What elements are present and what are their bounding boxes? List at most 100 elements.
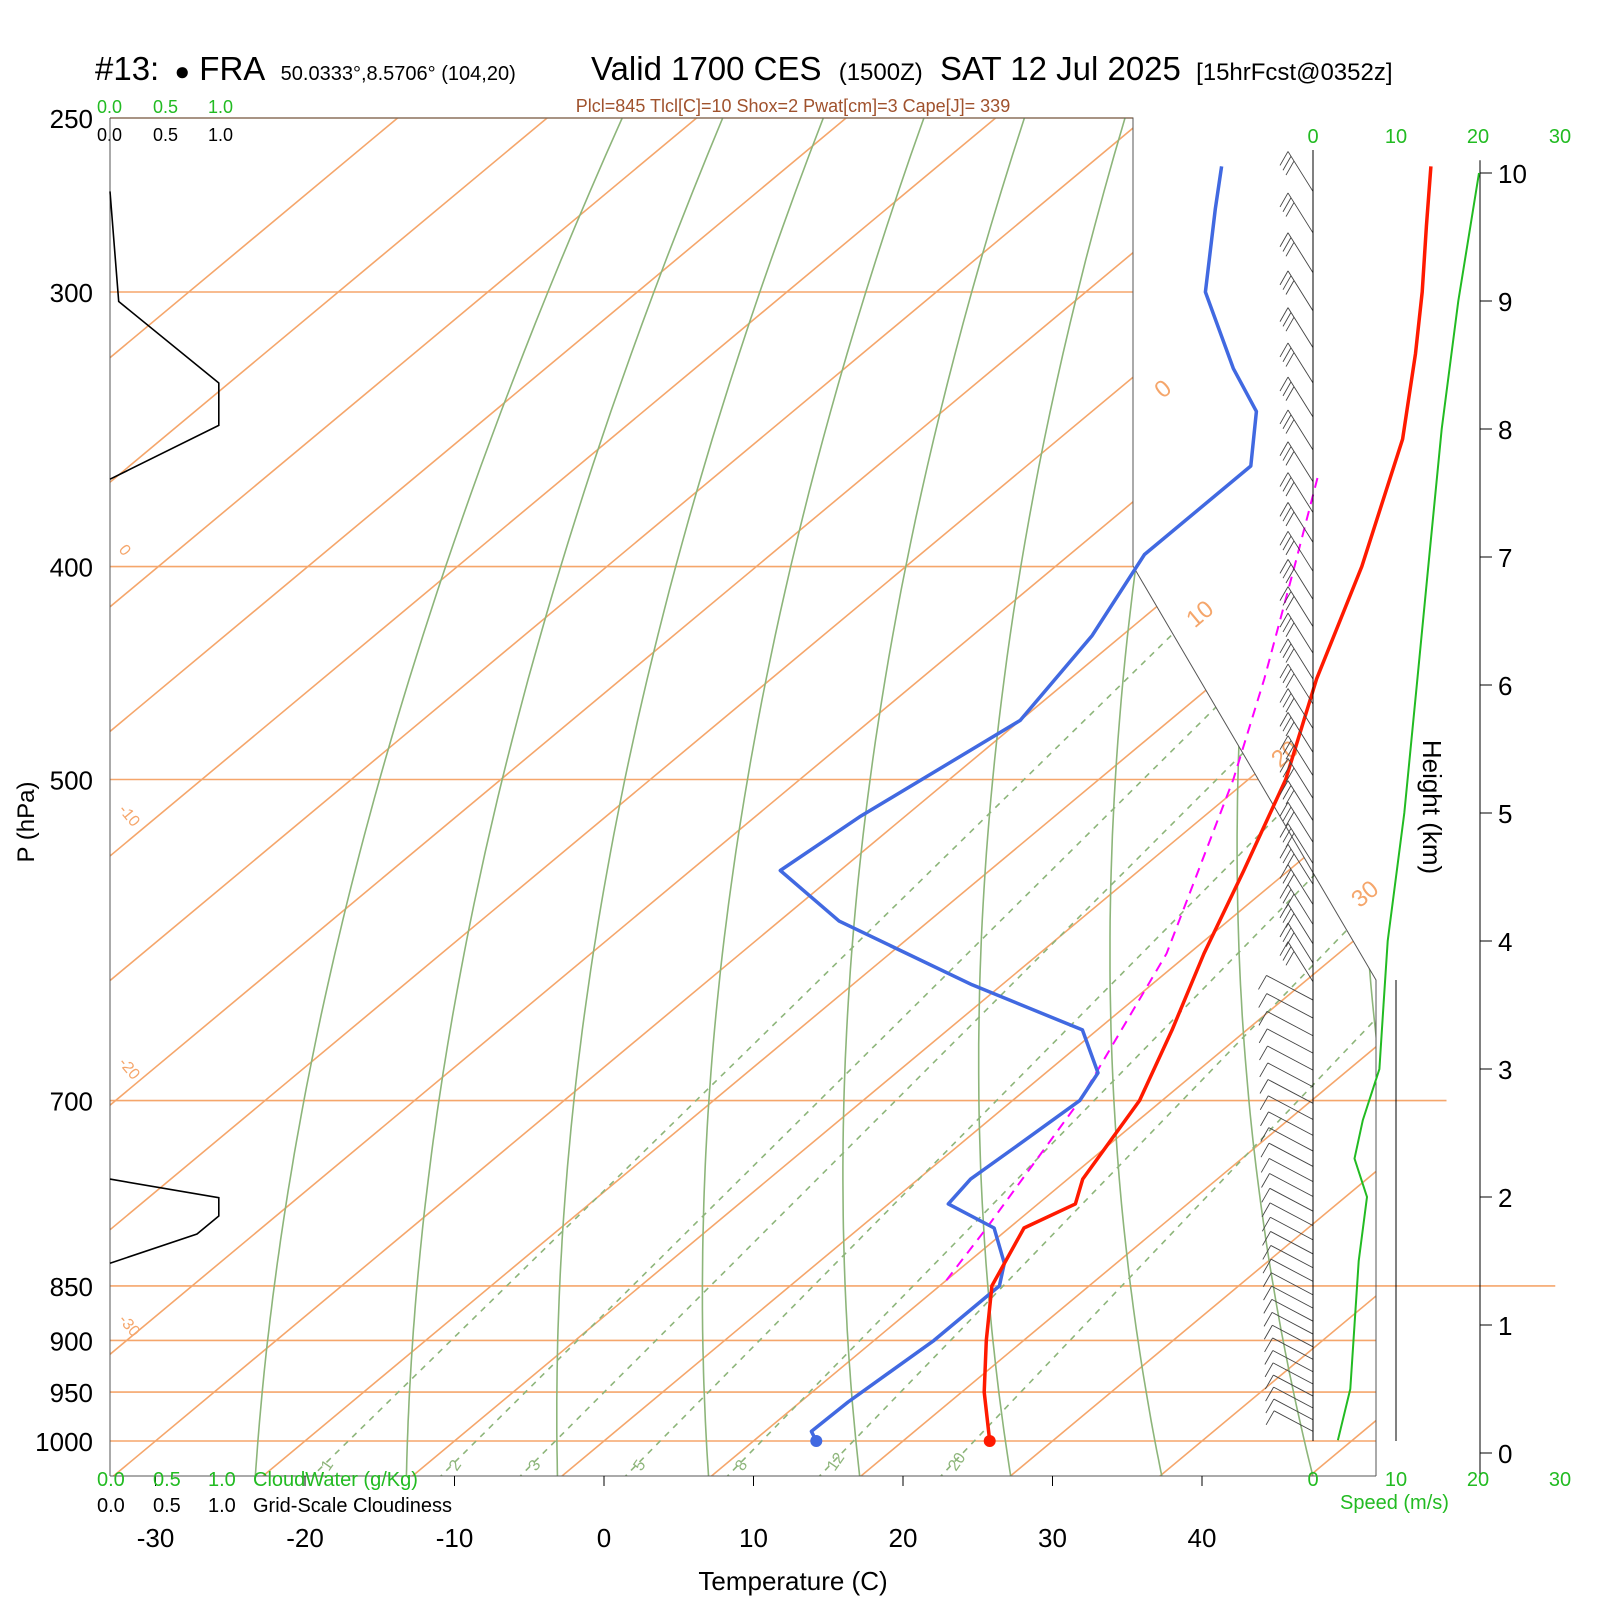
wind-barb	[1258, 975, 1314, 1001]
wind-barb	[1279, 780, 1314, 821]
wind-barb	[1261, 1187, 1314, 1212]
barb-staff	[1287, 151, 1314, 192]
wind-barb	[1259, 1095, 1314, 1120]
pressure-tick-label: 400	[50, 553, 93, 583]
pressure-tick-label: 250	[50, 104, 93, 134]
barb-staff	[1273, 1398, 1314, 1421]
barb-flag	[1282, 848, 1292, 864]
barb-staff	[1266, 1010, 1314, 1037]
barb-staff	[1266, 993, 1314, 1019]
wind-barb	[1279, 663, 1314, 705]
dry-adiabat-line	[842, 118, 1039, 1476]
y-axis-title: P (hPa)	[13, 782, 40, 863]
barb-flag	[1285, 481, 1295, 497]
barb-staff	[1287, 663, 1314, 705]
barb-flag	[1263, 1285, 1272, 1301]
barb-flag	[1285, 932, 1295, 947]
wind-barb	[1279, 502, 1314, 543]
wind-barb	[1261, 1216, 1314, 1241]
barb-staff	[1287, 941, 1314, 982]
x-axis-title: Temperature (C)	[698, 1566, 887, 1596]
wind-barb	[1265, 1398, 1314, 1421]
barb-flag	[1282, 762, 1292, 778]
wind-barb	[1260, 1158, 1314, 1182]
barb-flag	[1263, 1299, 1273, 1314]
barb-flag	[1279, 612, 1289, 628]
bottom-cl-tick: 1.0	[208, 1495, 236, 1517]
utc-label: (1500Z)	[839, 59, 923, 86]
barb-flag	[1279, 531, 1289, 546]
barb-flag	[1282, 716, 1292, 732]
mixing-ratio-line	[613, 565, 1376, 1476]
wind-barb	[1263, 1285, 1314, 1309]
barb-staff	[1287, 864, 1314, 905]
barb-staff	[1271, 1272, 1314, 1296]
dry-adiabat-line	[1359, 118, 1376, 1476]
height-tick-label: 4	[1498, 927, 1512, 957]
wind-barb	[1279, 307, 1314, 348]
pressure-tick-label: 900	[50, 1326, 93, 1356]
temperature-axis: -30 -20 -10 0 10 20 30 40	[137, 1476, 1216, 1553]
top-cw-tick: 1.0	[208, 97, 233, 117]
barb-flag	[1265, 1410, 1275, 1426]
barb-flag	[1285, 789, 1295, 805]
wind-barb	[1279, 823, 1314, 864]
barb-flag	[1260, 1127, 1270, 1142]
wind-barb	[1262, 1258, 1314, 1282]
mixing-ratio-label: 12	[824, 1450, 848, 1474]
pressure-tick-label: 500	[50, 766, 93, 796]
isotherm-line	[110, 118, 1043, 1476]
barb-staff	[1287, 342, 1314, 384]
barb-flag	[1259, 1045, 1268, 1061]
barb-flag	[1279, 922, 1289, 938]
barb-flag	[1264, 1337, 1273, 1353]
barb-flag	[1279, 376, 1289, 392]
speed-tick-bottom: 20	[1467, 1469, 1489, 1491]
wind-barb	[1279, 192, 1314, 234]
station-marker: ●	[174, 56, 190, 86]
barb-flag	[1282, 889, 1292, 904]
mixing-ratio-line	[300, 565, 1243, 1476]
barb-staff	[1270, 1258, 1314, 1282]
dry-adiabat-line	[555, 118, 840, 1476]
barb-flag	[1282, 869, 1292, 884]
temperature-tick-label: 30	[1038, 1523, 1067, 1553]
barb-staff	[1287, 922, 1314, 964]
barb-flag	[1282, 563, 1292, 579]
barb-flag	[1282, 828, 1292, 843]
barb-staff	[1287, 441, 1314, 483]
wind-barb	[1279, 232, 1314, 273]
barb-staff	[1273, 1410, 1314, 1432]
bottom-cw-tick: 0.0	[97, 1469, 125, 1491]
barb-flag	[1262, 1231, 1271, 1246]
height-tick-label: 7	[1498, 543, 1512, 573]
dry-adiabat-line	[1236, 118, 1337, 1476]
barb-staff	[1272, 1362, 1314, 1385]
wind-barb	[1279, 735, 1314, 776]
bottom-cl-tick: 0.0	[97, 1495, 125, 1517]
barb-flag	[1279, 307, 1289, 322]
mixing-ratio-line	[428, 565, 1359, 1476]
barb-staff	[1271, 1285, 1314, 1309]
cloudiness-upper	[109, 191, 220, 480]
barb-flag	[1279, 802, 1289, 817]
barb-staff	[1287, 903, 1314, 945]
wind-barb	[1258, 993, 1314, 1019]
wind-barb	[1259, 1062, 1314, 1088]
barb-flag	[1285, 767, 1295, 783]
top-cl-tick: 0.5	[153, 125, 178, 145]
barb-flag	[1285, 811, 1295, 827]
barb-flag	[1262, 1272, 1272, 1287]
barb-flag	[1285, 853, 1295, 869]
barb-flag	[1279, 688, 1289, 703]
barb-flag	[1285, 745, 1295, 760]
wind-barb	[1279, 559, 1314, 600]
isobar-lines	[110, 117, 1556, 1442]
barb-flag	[1262, 1245, 1272, 1260]
wind-barb	[1261, 1202, 1314, 1227]
barb-flag	[1260, 1142, 1270, 1158]
cloudwater-title: CloudWater (g/Kg)	[253, 1469, 418, 1491]
height-tick-label: 5	[1498, 799, 1512, 829]
barb-flag	[1261, 1217, 1271, 1232]
barb-flag	[1285, 202, 1295, 217]
